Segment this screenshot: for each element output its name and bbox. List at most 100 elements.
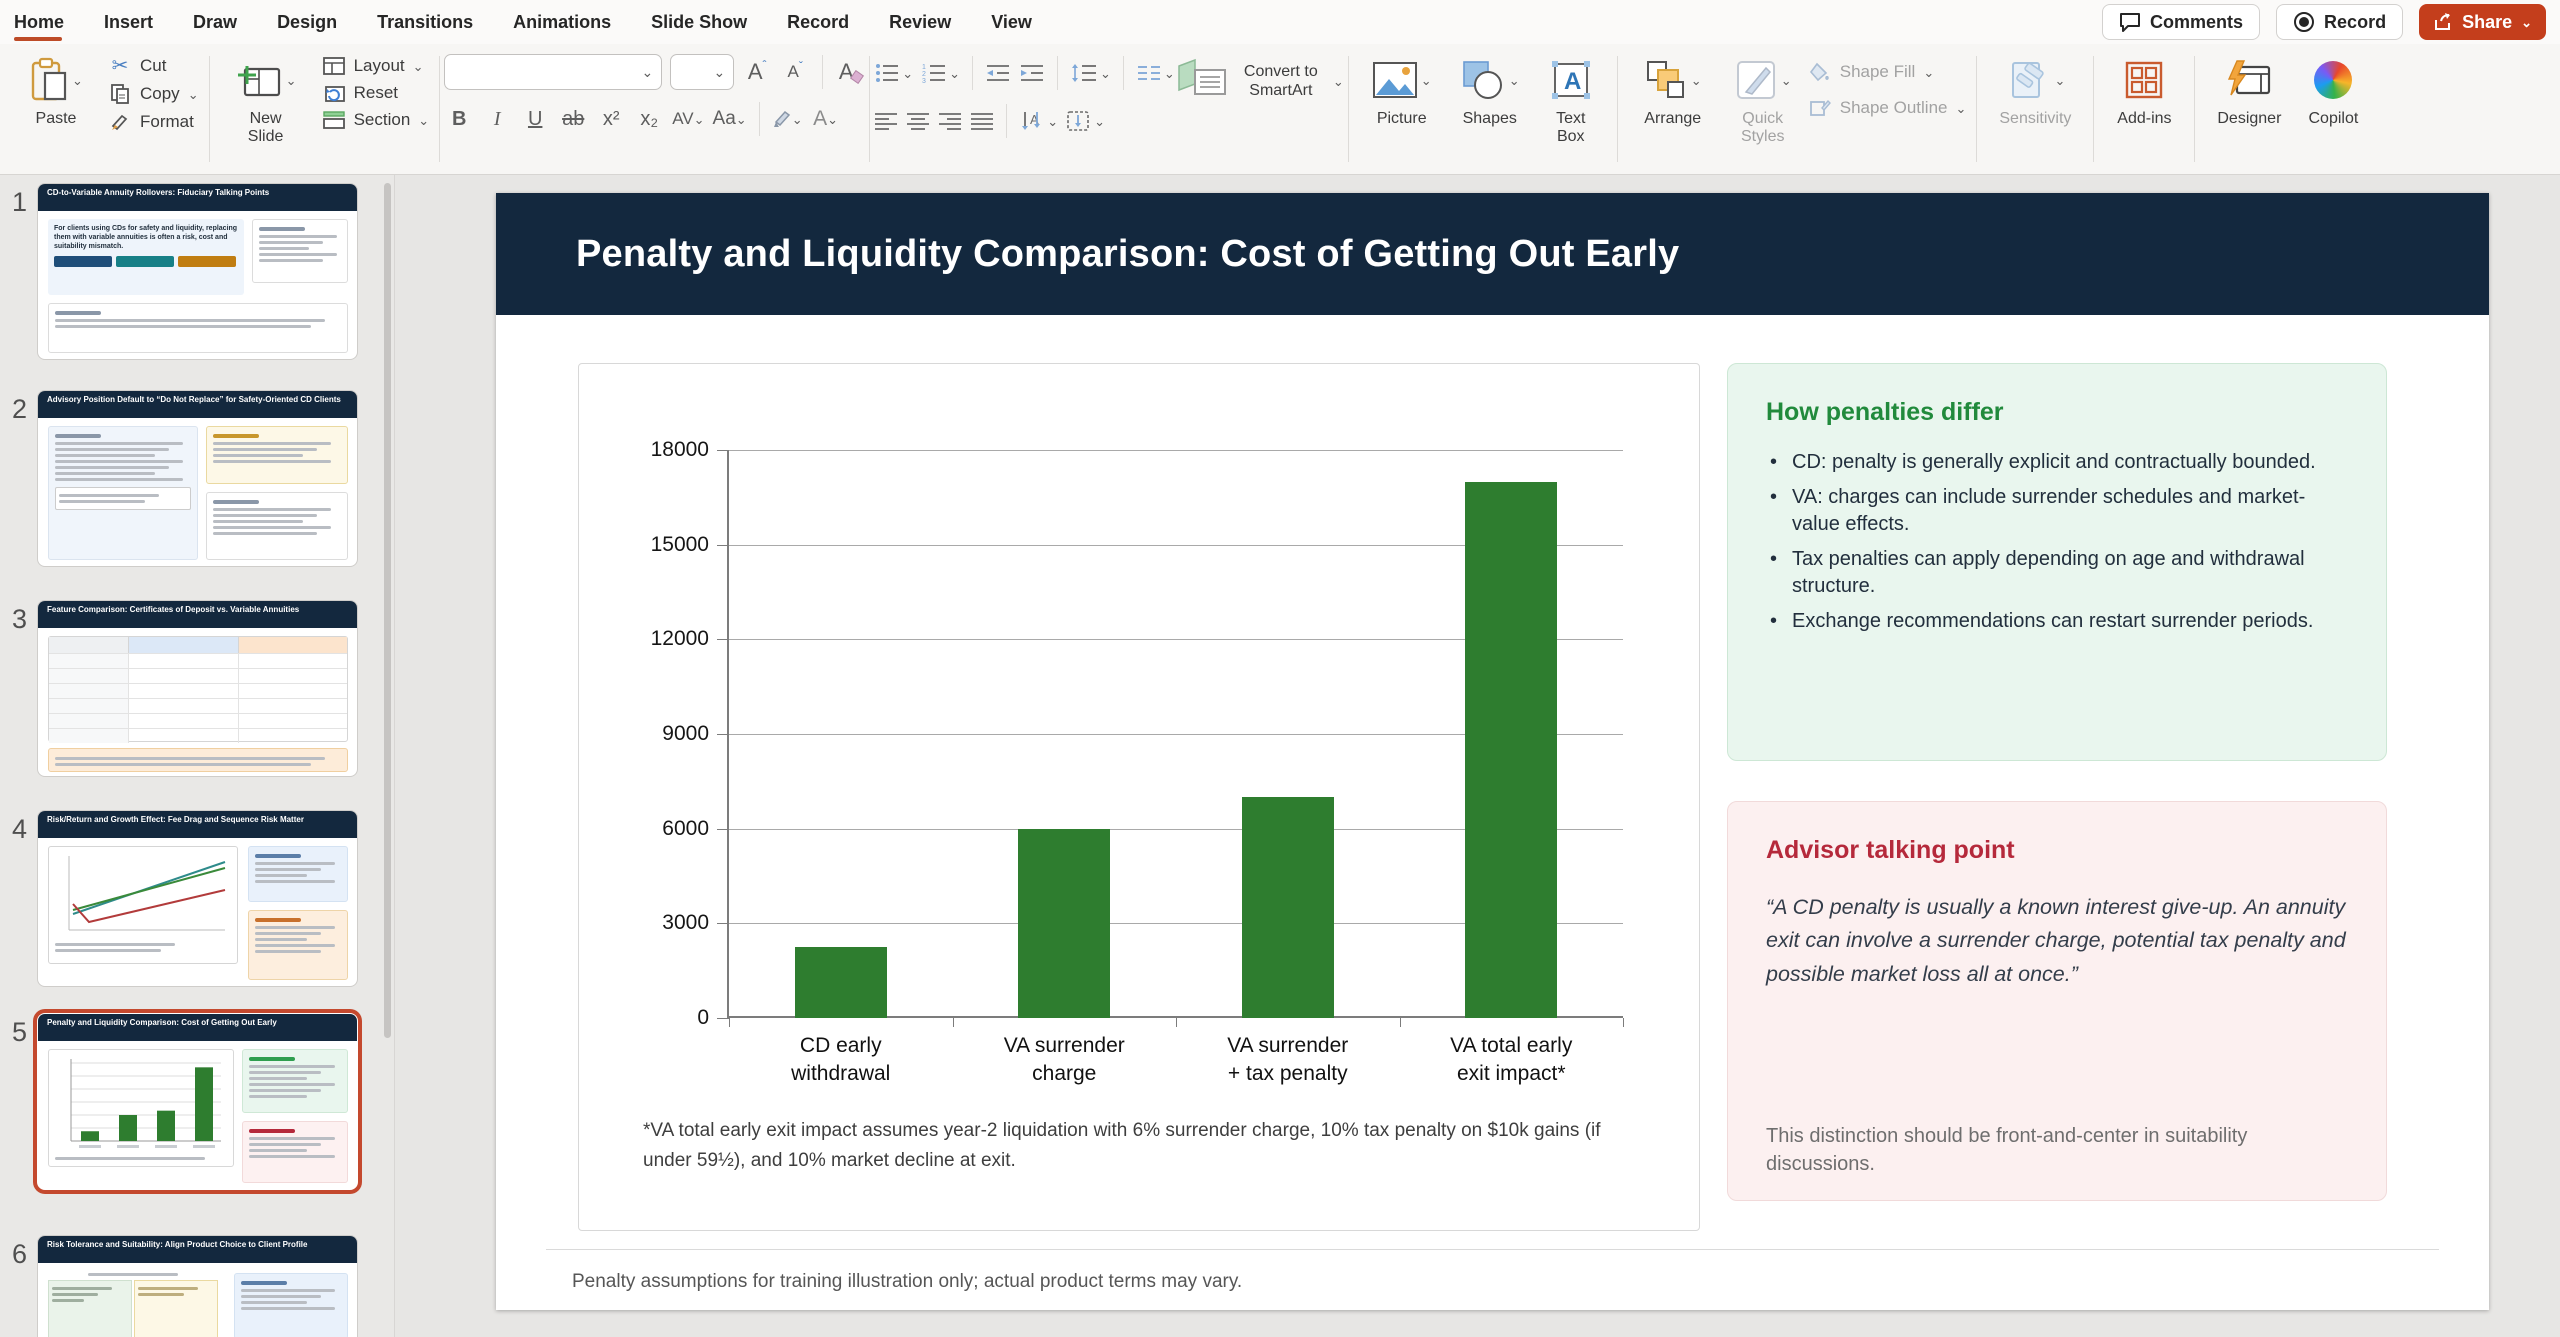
format-painter-button[interactable]: Format — [108, 112, 199, 132]
quick-styles-button[interactable]: ⌄ Quick Styles — [1720, 52, 1806, 147]
menu-tab-slide-show[interactable]: Slide Show — [651, 0, 747, 44]
increase-indent-button[interactable] — [1019, 62, 1045, 84]
shapes-button[interactable]: ⌄ Shapes — [1447, 52, 1533, 128]
increase-font-button[interactable]: Aˆ — [742, 57, 772, 87]
share-button[interactable]: Share ⌄ — [2419, 4, 2546, 40]
cut-button[interactable]: ✂ Cut — [108, 56, 199, 76]
underline-button[interactable]: U — [520, 104, 550, 134]
menu-tab-animations[interactable]: Animations — [513, 0, 611, 44]
decor — [2225, 59, 2273, 101]
line-spacing-button[interactable]: ⌄ — [1070, 62, 1111, 84]
chevron-down-icon: ⌄ — [1923, 66, 1934, 79]
sensitivity-button[interactable]: ⌄ Sensitivity — [1987, 52, 2083, 128]
reset-icon — [322, 83, 346, 103]
highlight-button[interactable]: ⌄ — [772, 104, 803, 134]
decor — [29, 57, 69, 103]
slide-thumbnail-2[interactable]: Advisory Position Default to “Do Not Rep… — [37, 390, 358, 567]
decrease-font-button[interactable]: Aˇ — [780, 57, 810, 87]
superscript-button[interactable]: x² — [596, 104, 626, 134]
bullet-list-icon — [874, 62, 900, 84]
picture-button[interactable]: ⌄ Picture — [1359, 52, 1445, 128]
copilot-icon — [2314, 54, 2352, 106]
bar-va-surrender-tax-penalty[interactable] — [1242, 797, 1334, 1018]
decrease-indent-button[interactable] — [985, 62, 1011, 84]
arrange-button[interactable]: ⌄ Arrange — [1628, 52, 1718, 128]
slide-canvas[interactable]: Penalty and Liquidity Comparison: Cost o… — [496, 193, 2489, 1310]
font-name-select[interactable]: ⌄ — [444, 54, 662, 90]
decor — [2132, 68, 2142, 78]
copy-button[interactable]: Copy ⌄ — [108, 83, 199, 105]
copilot-label: Copilot — [2308, 110, 2358, 128]
section-button[interactable]: Section ⌄ — [322, 110, 430, 130]
convert-smartart-button[interactable]: Convert to SmartArt ⌄ — [1175, 50, 1344, 104]
menu-tab-review[interactable]: Review — [889, 0, 951, 44]
advisor-talking-point-box[interactable]: Advisor talking point “A CD penalty is u… — [1727, 801, 2387, 1201]
slide-thumbnail-5[interactable]: Penalty and Liquidity Comparison: Cost o… — [37, 1013, 358, 1190]
bar-cd-early-withdrawal[interactable] — [795, 947, 887, 1018]
change-case-button[interactable]: Aa⌄ — [713, 104, 747, 134]
decor — [2132, 82, 2142, 92]
align-center-button[interactable] — [906, 111, 930, 131]
text-box-icon: A — [1550, 54, 1592, 106]
slide-thumbnail-1[interactable]: CD-to-Variable Annuity Rollovers: Fiduci… — [37, 183, 358, 360]
record-button[interactable]: Record — [2276, 4, 2403, 40]
text-direction-button[interactable]: A ⌄ — [1019, 110, 1058, 132]
penalty-bullet-4: Exchange recommendations can restart sur… — [1766, 608, 2348, 634]
menu-tab-draw[interactable]: Draw — [193, 0, 237, 44]
slide-title-band[interactable]: Penalty and Liquidity Comparison: Cost o… — [496, 193, 2489, 315]
align-text-button[interactable]: ⌄ — [1066, 110, 1105, 132]
menu-tab-insert[interactable]: Insert — [104, 0, 153, 44]
strikethrough-button[interactable]: ab — [558, 104, 588, 134]
decor — [54, 256, 112, 267]
text-box-button[interactable]: A Text Box — [1535, 52, 1607, 147]
comments-button[interactable]: Comments — [2102, 4, 2260, 40]
chevron-down-icon: ⌄ — [736, 113, 747, 126]
shape-fill-button[interactable]: Shape Fill ⌄ — [1808, 62, 1967, 82]
align-right-button[interactable] — [938, 111, 962, 131]
bar-va-surrender-charge[interactable] — [1018, 829, 1110, 1018]
decor: CD early — [729, 1032, 953, 1060]
columns-button[interactable]: ⌄ — [1136, 62, 1175, 84]
paste-label: Paste — [36, 110, 77, 128]
how-penalties-differ-box[interactable]: How penalties differ CD: penalty is gene… — [1727, 363, 2387, 761]
bold-button[interactable]: B — [444, 104, 474, 134]
menu-tab-view[interactable]: View — [991, 0, 1032, 44]
thumbnail-scrollbar[interactable] — [384, 183, 391, 1038]
ribbon-divider — [1976, 56, 1977, 162]
clear-formatting-button[interactable]: A — [835, 57, 865, 87]
chart-card[interactable]: 0300060009000120001500018000 CD earlywit… — [578, 363, 1700, 1231]
slide-thumbnail-6[interactable]: Risk Tolerance and Suitability: Align Pr… — [37, 1235, 358, 1337]
character-spacing-button[interactable]: AV⌄ — [672, 104, 704, 134]
italic-button[interactable]: I — [482, 104, 512, 134]
paste-button[interactable]: ⌄ Paste — [14, 52, 98, 128]
arrange-label: Arrange — [1644, 110, 1701, 128]
addins-button[interactable]: Add-ins — [2104, 52, 2184, 128]
copilot-button[interactable]: Copilot — [2295, 52, 2371, 128]
subscript-button[interactable]: x₂ — [634, 104, 664, 134]
decor — [55, 949, 161, 952]
font-color-button[interactable]: A⌄ — [811, 104, 841, 134]
menu-tab-record[interactable]: Record — [787, 0, 849, 44]
menu-tab-design[interactable]: Design — [277, 0, 337, 44]
align-left-button[interactable] — [874, 111, 898, 131]
bullets-button[interactable]: ⌄ — [874, 62, 913, 84]
reset-button[interactable]: Reset — [322, 83, 430, 103]
menu-actions: Comments Record Share ⌄ — [2102, 4, 2560, 40]
menu-tab-home[interactable]: Home — [14, 0, 64, 44]
slide-thumbnail-4[interactable]: Risk/Return and Growth Effect: Fee Drag … — [37, 810, 358, 987]
justify-button[interactable] — [970, 111, 994, 131]
slide-number-2: 2 — [12, 394, 27, 425]
new-slide-button[interactable]: ⌄ New Slide — [220, 52, 312, 147]
shape-outline-button[interactable]: Shape Outline ⌄ — [1808, 98, 1967, 118]
mini-divider — [1057, 56, 1058, 90]
bar-va-total-early-exit-impact[interactable] — [1465, 482, 1557, 1018]
menu-tab-transitions[interactable]: Transitions — [377, 0, 473, 44]
clipboard-group: ⌄ Paste ✂ Cut Copy ⌄ Format — [8, 50, 205, 134]
numbering-button[interactable]: 123 ⌄ — [921, 62, 960, 84]
designer-button[interactable]: Designer — [2205, 52, 2293, 128]
decor — [129, 714, 239, 728]
layout-button[interactable]: Layout ⌄ — [322, 56, 430, 76]
font-size-select[interactable]: ⌄ — [670, 54, 734, 90]
decor — [255, 854, 301, 858]
slide-thumbnail-3[interactable]: Feature Comparison: Certificates of Depo… — [37, 600, 358, 777]
